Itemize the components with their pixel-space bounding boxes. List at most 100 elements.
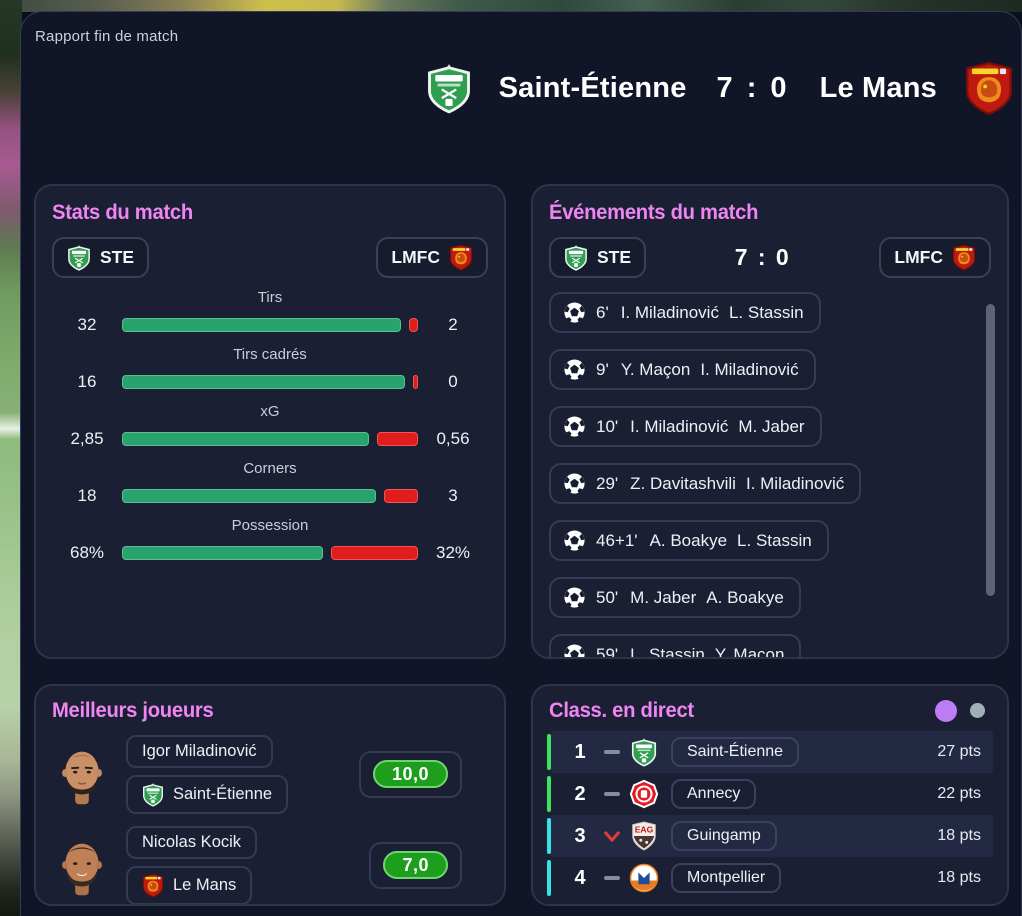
event-assist: L. Stassin xyxy=(737,530,812,550)
position-number: 2 xyxy=(574,782,586,805)
player-name: Nicolas Kocik xyxy=(142,833,242,851)
soccer-ball-icon xyxy=(563,643,586,659)
soccer-ball-icon xyxy=(563,301,586,324)
goal-event-item[interactable]: 59' L. Stassin Y. Maçon xyxy=(549,634,802,659)
stat-bar-track xyxy=(122,489,418,503)
event-minute: 50' xyxy=(596,587,619,607)
stadium-background-top xyxy=(0,0,1022,12)
goal-event-item[interactable]: 46+1' A. Boakye L. Stassin xyxy=(549,520,829,561)
stadium-background-left xyxy=(0,0,22,916)
match-title: Saint-Étienne 7 : 0 Le Mans xyxy=(499,72,937,105)
events-list: 6' I. Miladinović L. Stassin 9' Y. Maçon… xyxy=(549,292,991,659)
team-name: Annecy xyxy=(687,785,741,802)
stat-bar-row: 18 3 xyxy=(52,486,488,506)
stat-label: Corners xyxy=(243,460,297,477)
stat-label: Tirs xyxy=(257,289,283,306)
page-dots xyxy=(935,699,985,722)
home-team-chip: STE xyxy=(52,237,150,278)
team-name-chip: Montpellier xyxy=(671,863,782,893)
goal-event-item[interactable]: 10' I. Miladinović M. Jaber xyxy=(549,406,822,447)
soccer-ball-icon xyxy=(563,472,586,495)
away-bar xyxy=(408,318,418,332)
zone-indicator xyxy=(547,818,551,854)
player-photo xyxy=(52,738,112,812)
stat-bar-row: 68% 32% xyxy=(52,543,488,563)
stat-block: Possession 68% 32% xyxy=(52,517,488,563)
team-name-chip: Guingamp xyxy=(671,821,777,851)
standings-header: Class. en direct xyxy=(549,698,989,723)
player-photo xyxy=(52,829,112,903)
position-number: 4 xyxy=(574,866,586,889)
best-player-row[interactable]: Igor Miladinović Saint-Étienne 10,0 xyxy=(52,735,488,814)
rating-box: 7,0 xyxy=(369,842,462,889)
player-chips: Nicolas Kocik Le Mans xyxy=(126,826,258,904)
soccer-ball-icon xyxy=(563,529,586,552)
club-crest-icon xyxy=(142,873,164,898)
stat-bar-track xyxy=(122,375,418,389)
event-scorer: Y. Maçon xyxy=(620,359,691,379)
stat-home-value: 16 xyxy=(77,372,97,391)
club-crest-icon xyxy=(142,782,164,807)
goal-event-item[interactable]: 50' M. Jaber A. Boakye xyxy=(549,577,801,618)
player-rating-badge: 10,0 xyxy=(372,760,448,788)
position-number: 3 xyxy=(574,824,586,847)
events-score-row: STE 7 : 0 LMFC xyxy=(549,237,991,278)
goal-event-item[interactable]: 6' I. Miladinović L. Stassin xyxy=(549,292,821,333)
points-value: 27 pts xyxy=(937,743,981,760)
stats-list: Tirs 32 2 Tirs cadrés xyxy=(52,289,488,563)
points-value: 18 pts xyxy=(937,869,981,886)
home-bar xyxy=(122,489,376,503)
event-assist: L. Stassin xyxy=(728,302,804,322)
match-header: Saint-Étienne 7 : 0 Le Mans xyxy=(425,60,1015,116)
away-team-chip: LMFC xyxy=(376,237,488,278)
trend-indicator xyxy=(595,750,629,754)
standings-row[interactable]: 4 Montpellier 18 pts xyxy=(547,857,993,899)
team-crest-icon xyxy=(629,737,659,767)
home-bar xyxy=(122,318,401,332)
page-dot-inactive[interactable] xyxy=(970,703,985,718)
away-bar xyxy=(377,432,418,446)
player-club-chip: Saint-Étienne xyxy=(126,775,289,814)
stats-panel-title: Stats du match xyxy=(52,200,193,224)
standings-title: Class. en direct xyxy=(549,698,694,722)
best-players-list: Igor Miladinović Saint-Étienne 10,0 xyxy=(52,735,488,904)
player-club: Le Mans xyxy=(173,876,237,894)
stat-home-value: 32 xyxy=(77,315,97,334)
event-scorer: A. Boakye xyxy=(649,530,728,550)
events-scrollbar[interactable] xyxy=(986,304,995,596)
player-name: Igor Miladinović xyxy=(142,742,257,760)
best-player-row[interactable]: Nicolas Kocik Le Mans 7,0 xyxy=(52,826,488,904)
soccer-ball-icon xyxy=(563,358,586,381)
team-crest-icon xyxy=(629,779,659,809)
trend-indicator xyxy=(595,876,629,880)
player-chips: Igor Miladinović Saint-Étienne xyxy=(126,735,289,814)
away-team-chip: LMFC xyxy=(879,237,991,278)
player-rating-badge: 7,0 xyxy=(383,851,448,879)
asse-crest-icon xyxy=(67,244,91,271)
standings-row[interactable]: 2 Annecy 22 pts xyxy=(547,773,993,815)
goal-event-item[interactable]: 9' Y. Maçon I. Miladinović xyxy=(549,349,816,390)
asse-crest-icon xyxy=(425,62,473,114)
goal-event-item[interactable]: 29' Z. Davitashvili I. Miladinović xyxy=(549,463,862,504)
live-standings-panel: Class. en direct 1 xyxy=(531,684,1009,906)
home-bar xyxy=(122,432,370,446)
report-title: Rapport fin de match xyxy=(35,28,179,45)
zone-indicator xyxy=(547,776,551,812)
event-assist: A. Boakye xyxy=(706,587,784,607)
event-minute: 6' xyxy=(596,302,609,322)
home-team-abbr: STE xyxy=(100,247,135,267)
standings-row[interactable]: 1 Saint-Étienne 27 pts xyxy=(547,731,993,773)
away-bar xyxy=(331,546,418,560)
zone-indicator xyxy=(547,734,551,770)
stat-bar-track xyxy=(122,318,418,332)
standings-row-inner: 2 Annecy 22 pts xyxy=(551,773,993,815)
page-dot-active[interactable] xyxy=(935,699,957,722)
away-bar xyxy=(413,375,418,389)
event-assist: I. Miladinović xyxy=(700,359,799,379)
trend-down-icon xyxy=(603,830,621,843)
standings-row[interactable]: 3 Guingamp 18 pts xyxy=(547,815,993,857)
event-scorer: L. Stassin xyxy=(630,644,705,659)
event-scorer: I. Miladinović xyxy=(630,416,729,436)
stat-label: Possession xyxy=(231,517,309,534)
